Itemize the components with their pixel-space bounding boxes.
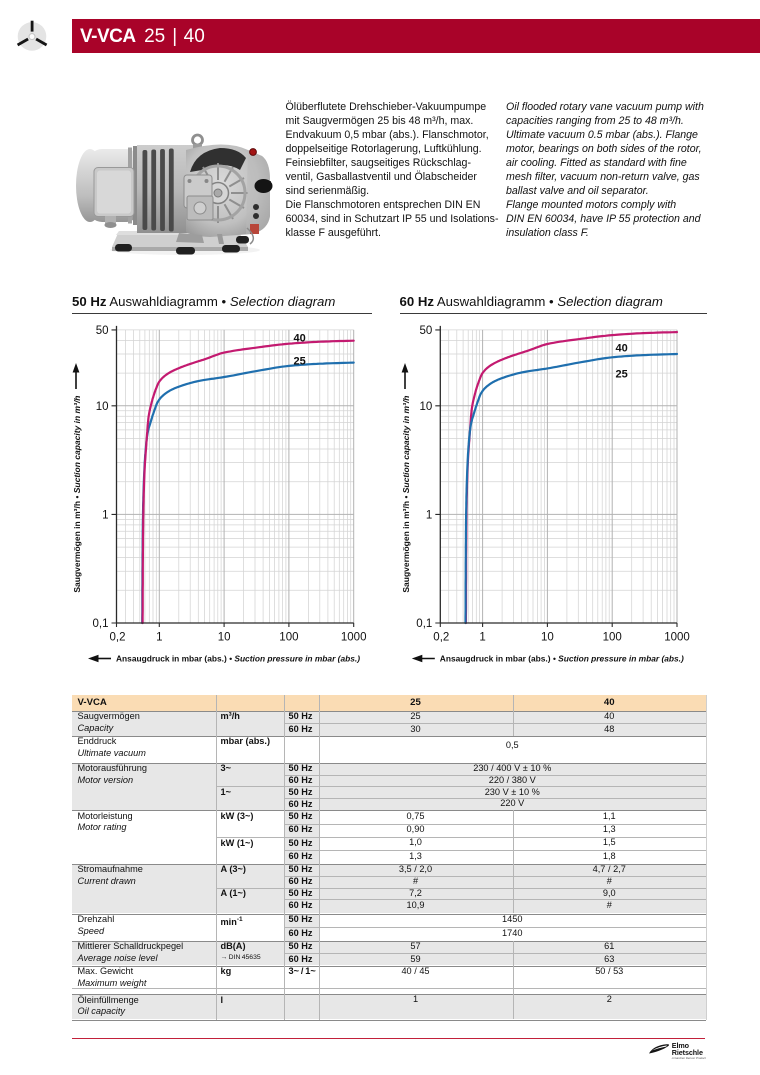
svg-text:1: 1 [102, 509, 108, 521]
svg-text:Saugvermögen in m³/h • Suction: Saugvermögen in m³/h • Suction capacity … [401, 396, 411, 593]
svg-text:Rietschle: Rietschle [672, 1048, 703, 1057]
svg-text:0,1: 0,1 [416, 618, 432, 630]
svg-text:1: 1 [479, 632, 485, 644]
svg-text:10: 10 [541, 632, 554, 644]
svg-text:50: 50 [420, 325, 433, 337]
svg-text:10: 10 [420, 401, 433, 413]
svg-text:10: 10 [96, 401, 109, 413]
svg-text:100: 100 [603, 632, 622, 644]
svg-text:25: 25 [294, 356, 306, 368]
svg-text:40: 40 [616, 343, 628, 355]
svg-text:1000: 1000 [341, 632, 367, 644]
svg-text:1: 1 [156, 632, 162, 644]
svg-text:Ansaugdruck in mbar (abs.) • S: Ansaugdruck in mbar (abs.) • Suction pre… [440, 654, 684, 664]
svg-text:25: 25 [616, 369, 628, 381]
svg-text:10: 10 [218, 632, 231, 644]
svg-text:1: 1 [426, 509, 432, 521]
svg-text:50: 50 [96, 325, 109, 337]
svg-text:Ansaugdruck in mbar (abs.) • S: Ansaugdruck in mbar (abs.) • Suction pre… [116, 654, 360, 664]
svg-text:0,2: 0,2 [110, 632, 126, 644]
svg-text:100: 100 [279, 632, 298, 644]
svg-text:0,2: 0,2 [433, 632, 449, 644]
svg-text:0,1: 0,1 [93, 618, 109, 630]
svg-text:Elmo: Elmo [672, 1041, 690, 1050]
svg-text:1000: 1000 [664, 632, 690, 644]
svg-text:40: 40 [294, 333, 306, 345]
svg-text:Saugvermögen in m³/h • Suction: Saugvermögen in m³/h • Suction capacity … [72, 396, 82, 593]
svg-text:A Gardner Denver Product: A Gardner Denver Product [671, 1056, 706, 1060]
